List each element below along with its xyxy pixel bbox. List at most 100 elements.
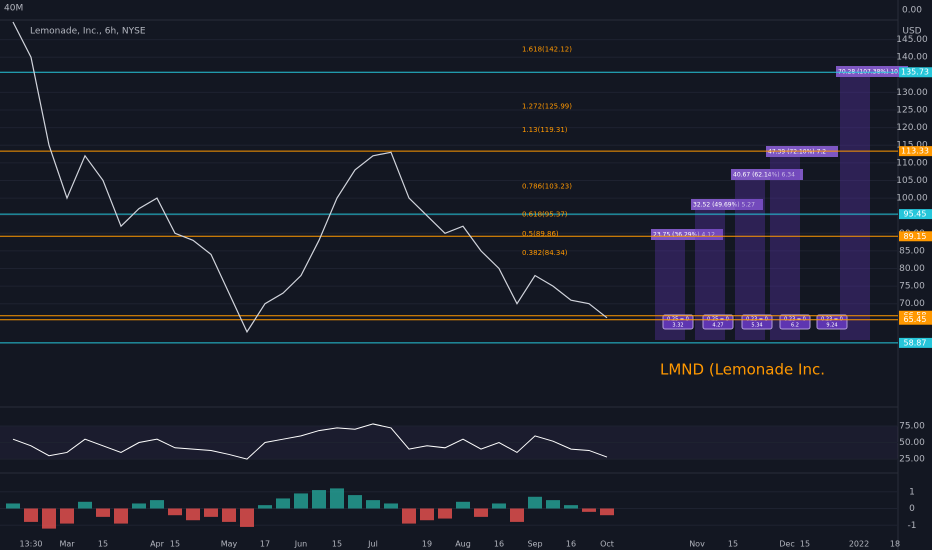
y-tick-label: 110.00 (896, 158, 928, 168)
level-tag (899, 67, 932, 78)
y-tick-label: -1 (908, 521, 917, 531)
y-tick-label: 130.00 (896, 88, 928, 98)
macd-bar (312, 490, 326, 509)
projection-label: 23.75 (36.29%) 4.12 (653, 232, 715, 239)
y-tick-label: 125.00 (896, 106, 928, 116)
level-label: 95.45 (904, 210, 927, 219)
macd-bar (348, 495, 362, 509)
x-tick-label: 15 (98, 540, 108, 549)
macd-bar (204, 508, 218, 517)
projection-zone (840, 72, 870, 340)
macd-bar (6, 503, 20, 509)
y-tick-label: 75.00 (899, 282, 925, 292)
macd-bar (294, 493, 308, 509)
macd-bar (186, 508, 200, 521)
x-tick-label: Nov (689, 540, 705, 549)
level-label: 58.87 (904, 338, 927, 347)
x-tick-label: 2022 (849, 540, 869, 549)
level-tag (899, 314, 932, 325)
level-label: 65.45 (904, 315, 927, 324)
x-tick-label: 15 (170, 540, 180, 549)
x-tick-label: Jun (294, 540, 308, 549)
macd-bar (600, 508, 614, 516)
level-label: 135.73 (901, 68, 929, 77)
volume-label: 40M (4, 4, 23, 14)
macd-bar (456, 501, 470, 509)
projection-label-bg (836, 66, 908, 77)
projection-label: 40.67 (62.14%) 6.34 (733, 172, 795, 179)
price-line (12, 423, 608, 460)
y-tick-label: 0 (909, 504, 915, 514)
price-axis (898, 0, 932, 550)
x-tick-label: 19 (422, 540, 432, 549)
macd-bar (438, 508, 452, 519)
macd-bar (366, 500, 380, 509)
macd-bar (258, 505, 272, 509)
macd-bar (150, 500, 164, 509)
x-tick-label: Aug (455, 540, 471, 549)
x-tick-label: Mar (59, 540, 75, 549)
macd-bar (96, 508, 110, 517)
x-tick-label: 13:30 (19, 540, 42, 549)
x-tick-label: Sep (527, 540, 542, 549)
x-tick-label: May (221, 540, 238, 549)
macd-bar (582, 508, 596, 512)
target-box (741, 314, 773, 330)
level-tag (899, 209, 932, 220)
y-tick-label: 120.00 (896, 123, 928, 133)
y-tick-label: 100.00 (896, 194, 928, 204)
fib-label: 1.272(125.99) (522, 103, 572, 111)
target-box (662, 314, 694, 330)
macd-bar (510, 508, 524, 522)
level-tag (899, 231, 932, 242)
y-tick-label: 1 (909, 487, 915, 497)
top-zero: 0.00 (902, 6, 922, 16)
fib-label: 0.5(89.86) (522, 230, 559, 238)
macd-bar (474, 508, 488, 517)
macd-bar (528, 496, 542, 509)
x-tick-label: 16 (494, 540, 504, 549)
x-tick-label: Apr (150, 540, 165, 549)
projection-zone (770, 152, 800, 340)
x-tick-label: 17 (260, 540, 270, 549)
fib-label: 0.618(95.37) (522, 210, 568, 218)
price-line (12, 21, 608, 334)
macd-bar (78, 501, 92, 509)
target-box (816, 314, 848, 330)
macd-bar (420, 508, 434, 521)
macd-bar (60, 508, 74, 524)
target-label: 6.2 (791, 323, 799, 329)
target-box (702, 314, 734, 330)
projection-label-bg (651, 229, 723, 240)
macd-bar (24, 508, 38, 522)
y-tick-label: 140.00 (896, 53, 928, 63)
x-tick-label: Dec (779, 540, 794, 549)
projection-label-bg (731, 169, 803, 180)
level-label: 113.33 (901, 147, 929, 156)
target-label: 9.24 (826, 323, 837, 329)
y-tick-label: 70.00 (899, 299, 925, 309)
macd-bar (384, 503, 398, 509)
macd-bar (546, 500, 560, 509)
level-tag (899, 146, 932, 157)
y-tick-label: 145.00 (896, 35, 928, 45)
x-tick-label: 15 (800, 540, 810, 549)
y-tick-label: 115.00 (896, 141, 928, 151)
y-tick-label: 75.00 (899, 421, 925, 431)
macd-bar (564, 505, 578, 509)
macd-bar (276, 498, 290, 509)
y-tick-label: 85.00 (899, 246, 925, 256)
macd-bar (402, 508, 416, 524)
level-label: 89.15 (904, 232, 927, 241)
projection-label-bg (691, 199, 763, 210)
symbol: Lemonade, Inc., 6h, NYSE (30, 27, 146, 37)
fib-label: 1.618(142.12) (522, 46, 572, 54)
y-tick-label: 50.00 (899, 438, 925, 448)
macd-bar (132, 503, 146, 509)
level-tag (899, 337, 932, 348)
x-tick-label: 18 (890, 540, 900, 549)
x-tick-label: 15 (332, 540, 342, 549)
macd-bar (492, 503, 506, 509)
macd-bar (222, 508, 236, 522)
